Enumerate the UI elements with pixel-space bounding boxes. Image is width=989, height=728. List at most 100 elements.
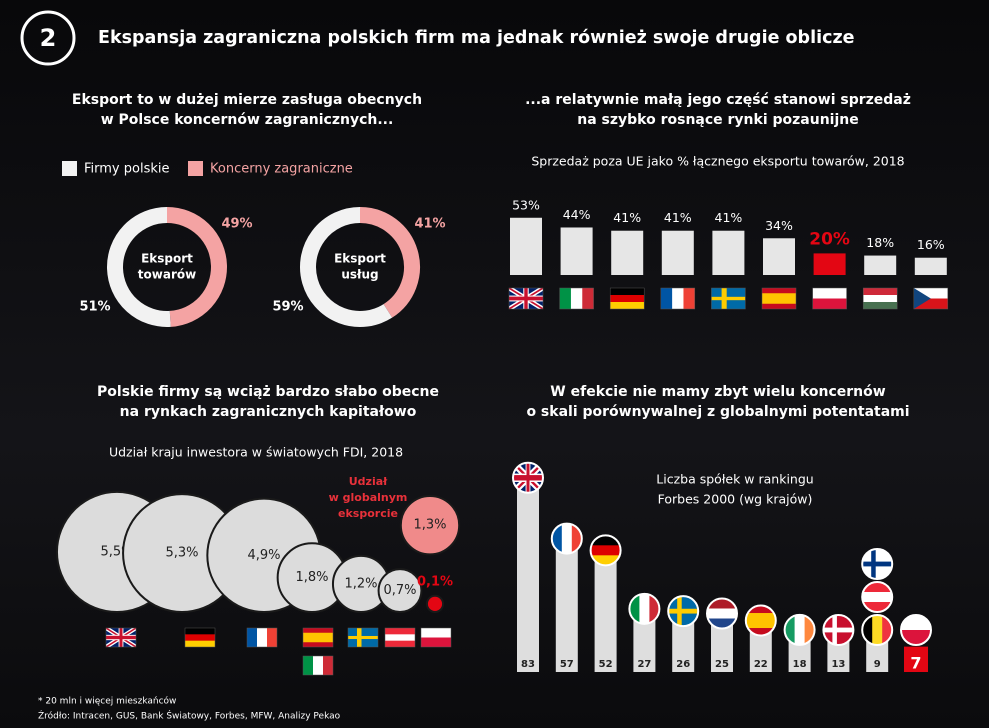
flag-part [913,288,948,299]
flag [862,582,893,612]
flag-border [347,627,379,648]
flag-part [561,523,573,554]
flag [711,288,746,309]
bar [672,611,695,672]
flag-border [246,627,278,648]
flag [863,288,898,309]
value-label: 5,3% [165,546,198,561]
flag-part [185,640,215,647]
flag-border [900,614,932,646]
flag-part [313,656,324,675]
bubble [377,568,423,613]
flag [303,628,333,647]
flag-part [804,614,815,645]
flag-part [707,618,737,629]
bar [813,253,846,275]
value-label: 41% [414,217,445,232]
flag-part [707,608,737,619]
annotation-value-label: 1,3% [413,518,446,533]
chart-subtitle: Liczba spółek w rankingu [656,472,813,487]
flag [913,288,948,309]
flag-border [105,627,137,648]
value-label: 59% [272,300,303,315]
flag [185,628,215,647]
value-label: 49% [221,217,252,232]
legend-swatch [62,161,77,176]
flag-part [385,628,415,635]
section-number: 2 [40,24,57,52]
chart-title: o skali porównywalnej z globalnymi poten… [526,404,909,420]
donut-segment [166,207,227,327]
flag [901,615,931,645]
value-label: 18% [866,235,894,250]
flag-part [901,630,931,645]
chart-title: ...a relatywnie małą jego część stanowi … [525,92,911,108]
flag-part [762,293,796,299]
flag-border [660,287,696,310]
chart-subtitle: Udział kraju inwestora w światowych FDI,… [109,445,403,460]
flag-border [861,548,894,580]
flag-part [863,288,898,296]
flag-border [711,287,746,310]
flag-part [812,288,847,299]
flag-part [745,620,776,629]
bubble [425,594,445,613]
flag-border [761,287,797,310]
flag-border [822,614,855,646]
flag-part [590,555,621,566]
flag-border [861,614,894,646]
annotation: eksporcie [338,507,398,520]
flag-part [582,288,594,309]
bar [510,217,542,275]
flag-part [570,288,583,309]
chart-title: w Polsce koncernów zagranicznych... [101,112,394,128]
value-label: 51% [79,300,110,315]
flag-part [862,602,893,612]
flag-part [668,608,699,614]
flag-part [882,615,893,645]
flag-part [862,561,893,567]
flag-part [185,628,215,635]
flag-part [649,593,660,624]
flag-part [745,613,776,622]
flag-border [862,287,898,310]
flag-part [247,628,258,647]
flag-part [823,627,854,633]
flag-part [106,635,136,640]
flag-part [913,298,948,309]
chart-title: Polskie firmy są wciąż bardzo słabo obec… [97,384,439,400]
flag-part [303,628,333,634]
flag [660,288,695,309]
flag [762,288,796,309]
flag-part [421,628,451,638]
value-label: 7 [910,654,921,673]
bar [633,608,656,672]
value-label: 44% [563,207,591,222]
flag-part [672,288,684,309]
donut-center-label: usług [341,268,378,282]
flag-part [421,637,451,647]
flag [106,628,136,647]
flag-border [384,627,416,648]
flag [862,615,893,645]
donut-center-label: towarów [138,268,196,282]
flag-part [323,656,333,675]
annotation: w globalnym [329,491,408,504]
flag [707,598,737,629]
chart-title: Eksport to w dużej mierze zasługa obecny… [72,92,422,108]
bar [555,538,578,672]
flag-border [184,627,216,648]
value-label: 0,7% [383,583,416,598]
flag-part [629,593,640,624]
flag-border [589,534,622,567]
flag-part [863,295,898,303]
flag-part [303,656,314,675]
value-label: 1,2% [344,576,377,591]
donut-segment [359,207,420,318]
flag-part [303,637,333,643]
flag [421,628,451,647]
flag [348,628,378,647]
flag-part [513,475,543,481]
flag-part [303,632,333,638]
